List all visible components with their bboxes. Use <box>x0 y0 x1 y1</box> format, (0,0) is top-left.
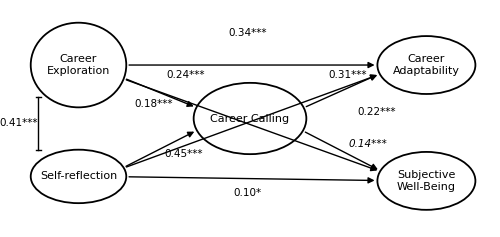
Text: Career Calling: Career Calling <box>210 114 290 123</box>
Text: Career
Adaptability: Career Adaptability <box>393 54 460 76</box>
Text: 0.45***: 0.45*** <box>164 149 203 159</box>
Text: 0.34***: 0.34*** <box>228 28 267 38</box>
Text: Self-reflection: Self-reflection <box>40 171 117 181</box>
Text: 0.41***: 0.41*** <box>0 118 38 128</box>
Text: Subjective
Well-Being: Subjective Well-Being <box>397 170 456 192</box>
Text: Career
Exploration: Career Exploration <box>47 54 110 76</box>
Text: 0.24***: 0.24*** <box>166 70 205 80</box>
Text: 0.31***: 0.31*** <box>328 70 367 80</box>
Text: 0.10*: 0.10* <box>234 188 262 198</box>
Text: 0.14***: 0.14*** <box>348 139 387 149</box>
Text: 0.22***: 0.22*** <box>358 107 397 117</box>
Text: 0.18***: 0.18*** <box>135 99 173 109</box>
